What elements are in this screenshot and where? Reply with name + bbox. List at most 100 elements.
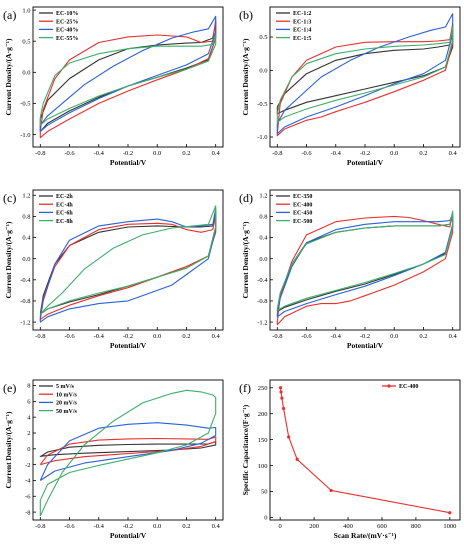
y-tick-label: 1.0	[22, 7, 30, 14]
legend-entry: EC-4h	[56, 202, 73, 208]
x-tick-label: -0.6	[64, 333, 75, 340]
series-line-2	[276, 23, 454, 137]
series-line-4	[276, 210, 454, 312]
x-tick-label: 0.4	[212, 150, 221, 157]
x-tick-label: -0.4	[94, 333, 105, 340]
chart-panel-2: (b) -0.8 -0.6 -0.4 -0.2 0.0 0.2 0.4 -1.0 -0.5 0.0 0…	[239, 6, 461, 167]
y-tick-label: 150	[258, 437, 268, 444]
x-tick-label: 0.2	[182, 523, 190, 530]
x-axis-label: Potential/V	[110, 341, 147, 350]
y-tick-label: 50	[261, 489, 268, 496]
y-tick-label: -2	[25, 462, 30, 469]
series-line-2	[39, 436, 217, 466]
series-line-1	[276, 215, 454, 312]
y-tick-label: 250	[258, 385, 268, 392]
x-tick-label: -0.4	[331, 150, 342, 157]
chart-panel-6: (f) 0 200 400 600 800 1000 0 50 100 150 200 250 Scan …	[239, 379, 461, 540]
y-axis-label: Current Density/(A·g⁻¹)	[4, 411, 13, 489]
y-axis-label: Current Density/(A·g⁻¹)	[241, 38, 250, 116]
x-tick-label: 0.0	[390, 150, 398, 157]
y-tick-label: 0	[27, 446, 30, 453]
y-tick-label: 200	[258, 411, 268, 418]
panel-label: (d)	[239, 191, 253, 205]
x-tick-label: 0	[279, 523, 282, 530]
legend-entry: EC-55%	[56, 36, 78, 42]
series-line-2	[276, 213, 454, 326]
x-tick-label: -0.6	[301, 333, 312, 340]
y-tick-label: 0.0	[22, 256, 30, 263]
data-point	[278, 386, 283, 390]
legend-entry: EC-25%	[56, 19, 78, 25]
panel-label: (e)	[3, 381, 16, 395]
chart-panel-1: (a) -0.8 -0.6 -0.4 -0.2 0.0 0.2 0.4 -1.0 -0.5 0.0 0…	[3, 6, 224, 167]
x-tick-label: 1000	[443, 523, 456, 530]
x-axis-label: Potential/V	[110, 531, 147, 540]
y-tick-label: -4	[25, 478, 31, 485]
series-line-4	[276, 26, 454, 123]
x-tick-label: 0.4	[212, 333, 221, 340]
y-tick-label: -0.5	[257, 101, 267, 108]
y-axis-label: Current Density/(A·g⁻¹)	[241, 221, 250, 299]
legend-marker	[387, 384, 391, 388]
legend-entry: EC-400	[293, 202, 312, 208]
x-tick-label: 0.2	[419, 333, 427, 340]
panel-label: (a)	[3, 8, 16, 22]
legend-entry: EC-500	[293, 219, 312, 225]
x-tick-label: -0.6	[64, 150, 75, 157]
x-tick-label: -0.4	[331, 333, 342, 340]
legend-entry: EC-350	[293, 194, 312, 200]
series-line-4	[39, 205, 217, 315]
x-tick-label: -0.4	[94, 523, 105, 530]
data-point	[279, 390, 283, 394]
x-tick-label: -0.8	[35, 333, 45, 340]
x-tick-label: -0.6	[301, 150, 312, 157]
x-tick-label: 0.4	[212, 523, 221, 530]
x-tick-label: 0.4	[449, 150, 458, 157]
data-point	[280, 396, 284, 400]
x-tick-label: -0.2	[360, 333, 370, 340]
chart-panel-5: (e) -0.8 -0.6 -0.4 -0.2 0.0 0.2 0.4 -8 -6 -4 -2 0 2 4 6…	[3, 379, 224, 540]
y-tick-label: 0.0	[259, 256, 267, 263]
y-tick-label: -0.8	[257, 298, 267, 305]
x-tick-label: 0.2	[182, 150, 190, 157]
y-tick-label: 0.8	[22, 214, 30, 221]
series-line-1	[276, 33, 454, 115]
x-tick-label: 0.0	[390, 333, 398, 340]
y-tick-label: -1.0	[20, 132, 30, 139]
legend-entry: 50 mV/s	[56, 409, 77, 415]
y-tick-label: 2	[27, 430, 30, 437]
x-tick-label: -0.2	[123, 523, 133, 530]
y-tick-label: 0.0	[259, 68, 267, 75]
x-axis-label: Potential/V	[110, 158, 147, 167]
y-axis-label: Current Density/(A·g⁻¹)	[4, 221, 13, 299]
y-tick-label: -0.8	[20, 298, 30, 305]
x-tick-label: 400	[343, 523, 353, 530]
legend-entry: EC-450	[293, 211, 312, 217]
y-tick-label: -8	[25, 509, 30, 516]
data-point	[281, 406, 286, 411]
data-point	[329, 488, 333, 493]
y-tick-label: 4	[27, 414, 31, 421]
y-tick-label: 1.2	[22, 192, 30, 199]
legend-entry: EC-1:2	[293, 11, 311, 17]
legend-entry: EC-400	[399, 384, 418, 390]
chart-panel-4: (d) -0.8 -0.6 -0.4 -0.2 0.0 0.2 0.4 -1.2 -0.8 -0.4…	[239, 189, 461, 350]
series-line-1	[279, 387, 450, 514]
series-line-2	[39, 215, 217, 320]
y-tick-label: -1.2	[20, 319, 30, 326]
legend-entry: EC-2h	[56, 194, 73, 200]
series-line-4	[39, 34, 217, 126]
y-tick-label: 0.4	[22, 235, 31, 242]
y-tick-label: 1.2	[259, 192, 267, 199]
x-axis-label: Potential/V	[347, 341, 384, 350]
panel-label: (f)	[239, 381, 251, 395]
y-tick-label: 0.5	[259, 34, 267, 41]
x-tick-label: 0.2	[419, 150, 427, 157]
legend-entry: EC-1:4	[293, 28, 311, 34]
y-tick-label: 0.0	[22, 70, 30, 77]
x-tick-label: 0.2	[182, 333, 190, 340]
x-tick-label: -0.8	[35, 523, 45, 530]
legend-entry: 10 mV/s	[56, 392, 77, 398]
y-tick-label: -0.4	[20, 277, 31, 284]
x-tick-label: 600	[377, 523, 387, 530]
